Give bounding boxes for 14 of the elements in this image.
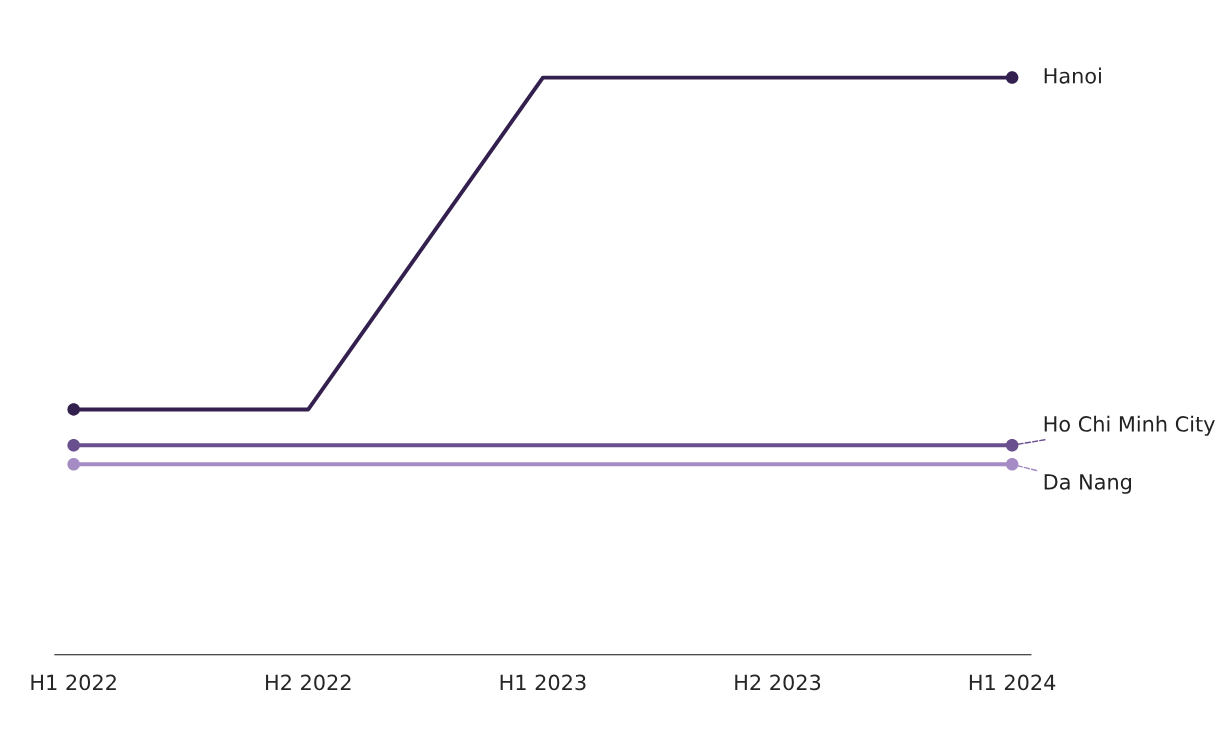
x-tick-label: H1 2024	[969, 674, 1056, 691]
point	[1005, 438, 1019, 452]
point	[67, 438, 80, 452]
point	[1005, 458, 1019, 471]
point	[1005, 71, 1019, 84]
x-tick-label: H1 2022	[31, 674, 116, 691]
point	[67, 458, 80, 471]
x-tick-label: H2 2022	[266, 674, 351, 691]
legend-label: Da Nang	[1044, 474, 1131, 494]
x-tick-label: H2 2023	[735, 674, 821, 691]
series-label: Hanoi	[1044, 67, 1101, 84]
x-tick-label: H1 2023	[500, 674, 586, 691]
series-label: Ho Chi Minh City	[1044, 415, 1215, 436]
point	[67, 403, 80, 416]
